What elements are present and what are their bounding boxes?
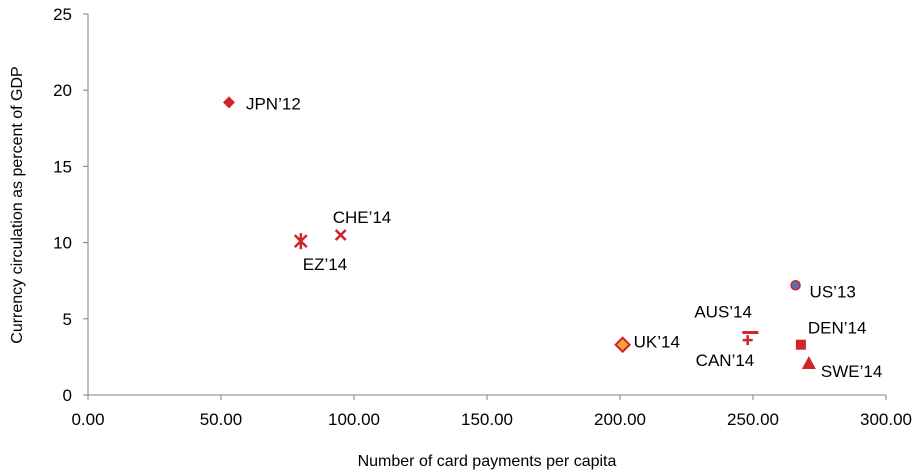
y-tick-label: 15 <box>53 157 72 176</box>
point-label: EZ’14 <box>303 255 347 274</box>
data-point <box>795 339 806 350</box>
x-marker <box>334 229 347 241</box>
star-marker <box>293 233 308 250</box>
point-label: US’13 <box>810 282 856 301</box>
x-tick-label: 300.00 <box>860 410 912 429</box>
point-label: UK’14 <box>634 333 680 352</box>
axes <box>87 14 886 396</box>
triangle-marker <box>801 355 816 369</box>
diamond-marker <box>222 96 235 109</box>
square-marker <box>795 339 806 350</box>
x-tick-label: 0.00 <box>71 410 104 429</box>
y-axis-title: Currency circulation as percent of GDP <box>9 66 26 343</box>
y-tick-group: 0 5 10 15 20 25 <box>53 5 88 405</box>
x-tick-label: 150.00 <box>461 410 513 429</box>
x-tick-label: 100.00 <box>328 410 380 429</box>
diamond-filled-marker <box>614 336 632 354</box>
data-point <box>790 280 801 291</box>
x-axis-title: Number of card payments per capita <box>358 453 617 470</box>
y-tick-label: 5 <box>63 310 72 329</box>
y-tick-label: 0 <box>63 386 72 405</box>
data-point <box>334 229 347 241</box>
plus-marker <box>742 335 753 346</box>
data-point <box>742 335 753 346</box>
data-point <box>222 96 235 109</box>
point-labels: JPN’12 CHE’14 EZ’14 UK’14 AUS’14 CAN’14 US’13 D… <box>246 94 882 381</box>
x-tick-label: 250.00 <box>727 410 779 429</box>
point-label: CAN’14 <box>696 351 755 370</box>
circle-marker <box>790 280 801 291</box>
x-tick-group: 0.00 50.00 100.00 150.00 200.00 250.00 300.00 <box>71 395 912 429</box>
y-tick-label: 10 <box>53 234 72 253</box>
point-label: SWE’14 <box>821 362 882 381</box>
data-point <box>614 336 632 354</box>
point-label: AUS’14 <box>694 303 752 322</box>
point-label: CHE’14 <box>333 208 392 227</box>
point-label: JPN’12 <box>246 94 301 113</box>
y-tick-label: 20 <box>53 81 72 100</box>
x-tick-label: 50.00 <box>200 410 243 429</box>
x-tick-label: 200.00 <box>594 410 646 429</box>
point-label: DEN’14 <box>808 319 867 338</box>
y-tick-label: 25 <box>53 5 72 24</box>
data-point <box>293 233 308 250</box>
data-point <box>801 355 816 369</box>
data-points <box>222 96 816 369</box>
